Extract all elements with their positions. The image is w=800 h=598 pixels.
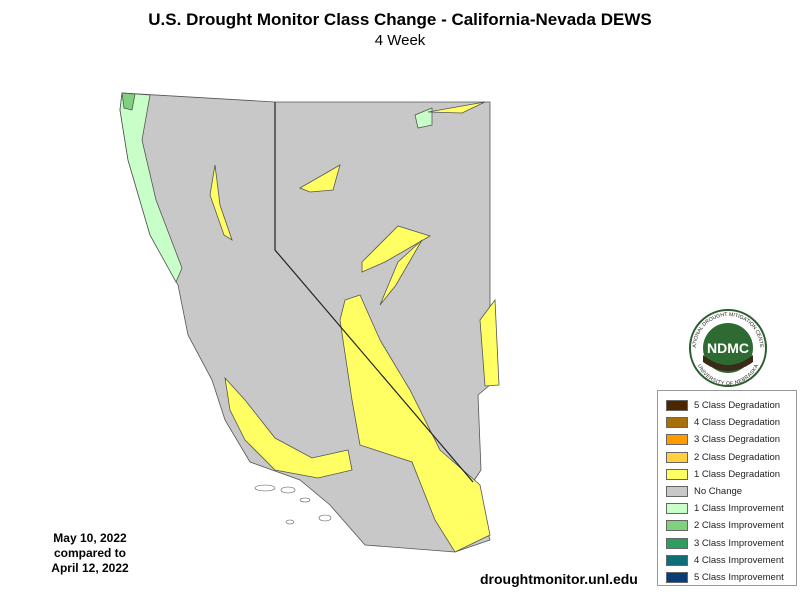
degradation-area bbox=[209, 164, 233, 241]
state-border bbox=[274, 102, 474, 483]
degradation-area bbox=[427, 101, 486, 114]
legend-swatch bbox=[666, 400, 688, 412]
legend-label: 4 Class Degradation bbox=[694, 417, 781, 429]
legend-swatch bbox=[666, 451, 688, 463]
legend-swatch bbox=[666, 571, 688, 583]
dates: May 10, 2022 compared to April 12, 2022 bbox=[30, 531, 150, 576]
map-title: U.S. Drought Monitor Class Change - Cali… bbox=[148, 10, 652, 29]
legend-item: 3 Class Degradation bbox=[666, 431, 792, 448]
degradation-area bbox=[339, 294, 491, 553]
islands bbox=[254, 484, 332, 525]
legend-swatch bbox=[666, 434, 688, 446]
degradation-area bbox=[299, 164, 341, 193]
legend-item: 2 Class Improvement bbox=[666, 517, 792, 534]
degradation-area bbox=[224, 376, 353, 479]
legend-item: 5 Class Degradation bbox=[666, 397, 792, 414]
legend-item: 4 Class Degradation bbox=[666, 414, 792, 431]
legend-item: No Change bbox=[666, 483, 792, 500]
legend-swatch bbox=[666, 486, 688, 498]
improvement-area bbox=[121, 92, 136, 111]
degradation-area bbox=[479, 298, 500, 387]
legend-item: 3 Class Improvement bbox=[666, 535, 792, 552]
legend-swatch bbox=[666, 503, 688, 515]
date-line: compared to bbox=[53, 546, 126, 560]
legend: 5 Class Degradation 4 Class Degradation 3 … bbox=[657, 390, 797, 586]
legend-swatch bbox=[666, 554, 688, 566]
footer: droughtmonitor.unl.edu bbox=[480, 571, 638, 587]
legend-item: 1 Class Degradation bbox=[666, 466, 792, 483]
degradation-area bbox=[361, 225, 431, 273]
date-line: April 12, 2022 bbox=[51, 561, 129, 575]
legend-item: 4 Class Improvement bbox=[666, 552, 792, 569]
legend-label: 1 Class Improvement bbox=[694, 503, 784, 515]
legend-label: 3 Class Degradation bbox=[694, 434, 781, 446]
legend-item: 2 Class Degradation bbox=[666, 449, 792, 466]
legend-swatch bbox=[666, 520, 688, 532]
improvement-area bbox=[414, 107, 433, 129]
legend-item: 5 Class Improvement bbox=[666, 569, 792, 586]
legend-swatch bbox=[666, 417, 688, 429]
logo-text: NDMC bbox=[707, 340, 749, 356]
legend-label: 2 Class Improvement bbox=[694, 520, 784, 532]
legend-label: 3 Class Improvement bbox=[694, 537, 784, 549]
improvement-area bbox=[119, 92, 183, 283]
legend-label: 5 Class Degradation bbox=[694, 400, 781, 412]
map-subtitle: 4 Week bbox=[374, 32, 426, 49]
legend-swatch bbox=[666, 537, 688, 549]
legend-swatch bbox=[666, 468, 688, 480]
legend-label: 5 Class Improvement bbox=[694, 571, 784, 583]
legend-label: 2 Class Degradation bbox=[694, 451, 781, 463]
date-line: May 10, 2022 bbox=[53, 531, 127, 545]
legend-item: 1 Class Improvement bbox=[666, 500, 792, 517]
legend-label: No Change bbox=[694, 486, 743, 498]
legend-label: 4 Class Improvement bbox=[694, 554, 784, 566]
degradation-area bbox=[379, 239, 423, 306]
legend-label: 1 Class Degradation bbox=[694, 468, 781, 480]
